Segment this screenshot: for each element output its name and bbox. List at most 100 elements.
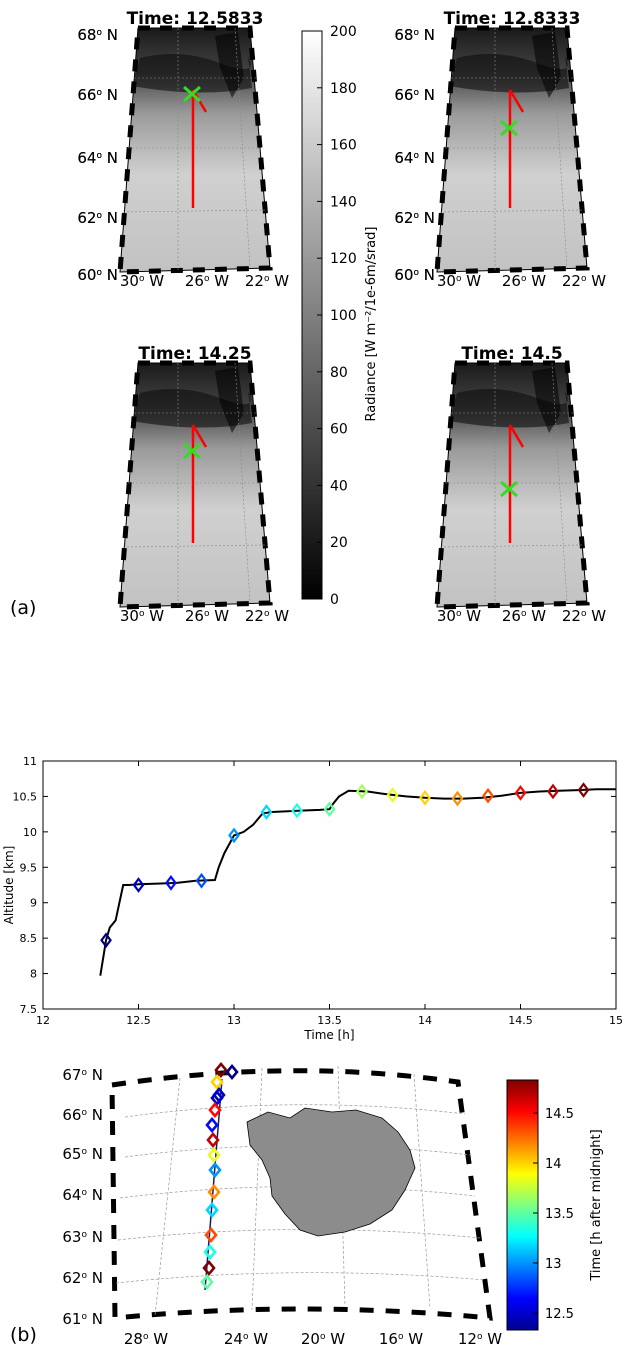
position-marker xyxy=(500,480,518,498)
time-marker xyxy=(195,872,208,889)
panel-b-label: (b) xyxy=(10,1324,37,1346)
lon-label: 30o W xyxy=(437,272,481,290)
y-tick-label: 9.5 xyxy=(20,861,38,874)
lat-label: 68o N xyxy=(77,26,118,44)
time-marker xyxy=(228,827,240,844)
altitude-line xyxy=(99,788,616,976)
time-marker xyxy=(451,790,464,807)
lon-label: 22o W xyxy=(245,607,289,625)
map-frame xyxy=(117,25,273,275)
lon-label: 22o W xyxy=(245,272,289,290)
trajectory-marker xyxy=(205,1201,219,1219)
lat-label: 68o N xyxy=(394,26,435,44)
trajectory-marker xyxy=(214,1061,228,1079)
lat-label: 64o N xyxy=(62,1186,103,1204)
colorbar-tick-label: 13.5 xyxy=(545,1207,574,1222)
dark-cloud-region xyxy=(449,389,569,428)
colorbar-tick-label: 60 xyxy=(330,422,348,438)
lon-label: 24o W xyxy=(224,1330,268,1348)
iceland-coast xyxy=(532,367,561,433)
time-marker xyxy=(356,783,368,800)
map-frame xyxy=(117,360,273,610)
colorbar-tick-label: 12.5 xyxy=(545,1307,574,1322)
colorbar-tick-label: 14 xyxy=(545,1157,562,1172)
colorbar-label: Time [h after midnight] xyxy=(589,1129,604,1281)
lon-label: 26o W xyxy=(185,607,229,625)
lon-label: 30o W xyxy=(437,607,481,625)
flight-track-branch xyxy=(508,89,525,113)
colorbar-tick-label: 120 xyxy=(330,251,357,267)
lat-label: 66o N xyxy=(62,1106,103,1124)
colorbar-tick-label: 14.5 xyxy=(545,1107,574,1122)
map-title: Time: 14.25 xyxy=(138,344,251,364)
trajectory-marker xyxy=(207,1146,221,1164)
dark-cloud-region xyxy=(132,389,252,428)
y-tick-label: 7.5 xyxy=(20,1003,38,1016)
lat-label: 64o N xyxy=(77,149,118,167)
satellite-map-1: Time: 12.5833 68o N 66o N 64o N 62o N 60o N 30… xyxy=(77,9,289,290)
trajectory-marker xyxy=(208,1101,222,1119)
satellite-map-2: Time: 12.8333 68o N 66o N 64o N 62o N 60o N 30… xyxy=(394,9,606,290)
lat-label: 66o N xyxy=(77,86,118,104)
trajectory-marker xyxy=(202,1259,216,1277)
position-marker xyxy=(500,119,518,137)
trajectory-marker xyxy=(210,1089,224,1107)
trajectory-marker xyxy=(225,1063,239,1081)
lon-label: 30o W xyxy=(120,607,164,625)
colorbar-tick-label: 0 xyxy=(330,592,339,608)
y-tick-label: 8.5 xyxy=(20,932,38,945)
trajectory-map: 67o N 66o N 65o N 64o N 63o N 62o N 61o N 28o W… xyxy=(62,1061,502,1348)
lon-label: 26o W xyxy=(502,272,546,290)
y-axis-label: Altitude [km] xyxy=(2,846,16,925)
y-tick-label: 10 xyxy=(23,826,37,839)
lat-label: 60o N xyxy=(394,266,435,284)
lat-label: 62o N xyxy=(394,209,435,227)
x-tick-label: 13 xyxy=(227,1014,241,1027)
time-marker xyxy=(547,783,559,800)
flight-track-branch xyxy=(191,424,208,448)
lat-label: 62o N xyxy=(77,209,118,227)
map-frame xyxy=(434,360,590,610)
colorbar-tick-label: 80 xyxy=(330,365,348,381)
time-marker xyxy=(291,802,303,819)
lat-label: 68o N xyxy=(394,26,435,44)
lat-label: 61o N xyxy=(62,1310,103,1328)
lat-label: 60o N xyxy=(77,266,118,284)
lon-label: 30o W xyxy=(120,272,164,290)
trajectory-marker xyxy=(208,1161,222,1179)
trajectory-marker xyxy=(203,1243,217,1261)
altitude-chart: 12 12.5 13 13.5 14 14.5 15 7.5 8 8.5 9 9.5 10 10.5 11 T… xyxy=(2,755,623,1042)
lat-label: 66o N xyxy=(394,86,435,104)
lat-label: 62o N xyxy=(394,209,435,227)
x-tick-label: 12 xyxy=(36,1014,50,1027)
time-marker xyxy=(386,787,399,803)
lon-label: 26o W xyxy=(502,607,546,625)
map-title: Time: 12.8333 xyxy=(444,9,581,29)
colorbar-tick-label: 180 xyxy=(330,81,357,97)
colorbar-tick-label: 100 xyxy=(330,308,357,324)
lat-label: 60o N xyxy=(394,266,435,284)
colorbar-tick-label: 13 xyxy=(545,1257,562,1272)
lon-label: 26o W xyxy=(185,272,229,290)
trajectory-marker xyxy=(200,1273,214,1291)
lat-label: 66o N xyxy=(394,86,435,104)
flight-track-branch xyxy=(508,424,525,448)
lat-label: 64o N xyxy=(394,149,435,167)
colorbar-tick-label: 140 xyxy=(330,194,357,210)
y-tick-label: 10.5 xyxy=(13,790,38,803)
x-tick-label: 14.5 xyxy=(508,1014,533,1027)
iceland-coast xyxy=(532,32,561,98)
y-tick-label: 8 xyxy=(30,968,37,981)
colorbar-tick-label: 200 xyxy=(330,24,357,40)
radiance-colorbar: 0 20 40 60 80 100 120 140 160 180 200 Radiance [W m… xyxy=(301,24,379,608)
lat-label: 60o N xyxy=(77,266,118,284)
time-marker xyxy=(100,932,112,949)
map-title: Time: 12.5833 xyxy=(127,9,264,29)
position-marker xyxy=(183,442,201,460)
lat-label: 66o N xyxy=(77,86,118,104)
lat-label: 65o N xyxy=(62,1145,103,1163)
position-marker xyxy=(183,85,201,103)
